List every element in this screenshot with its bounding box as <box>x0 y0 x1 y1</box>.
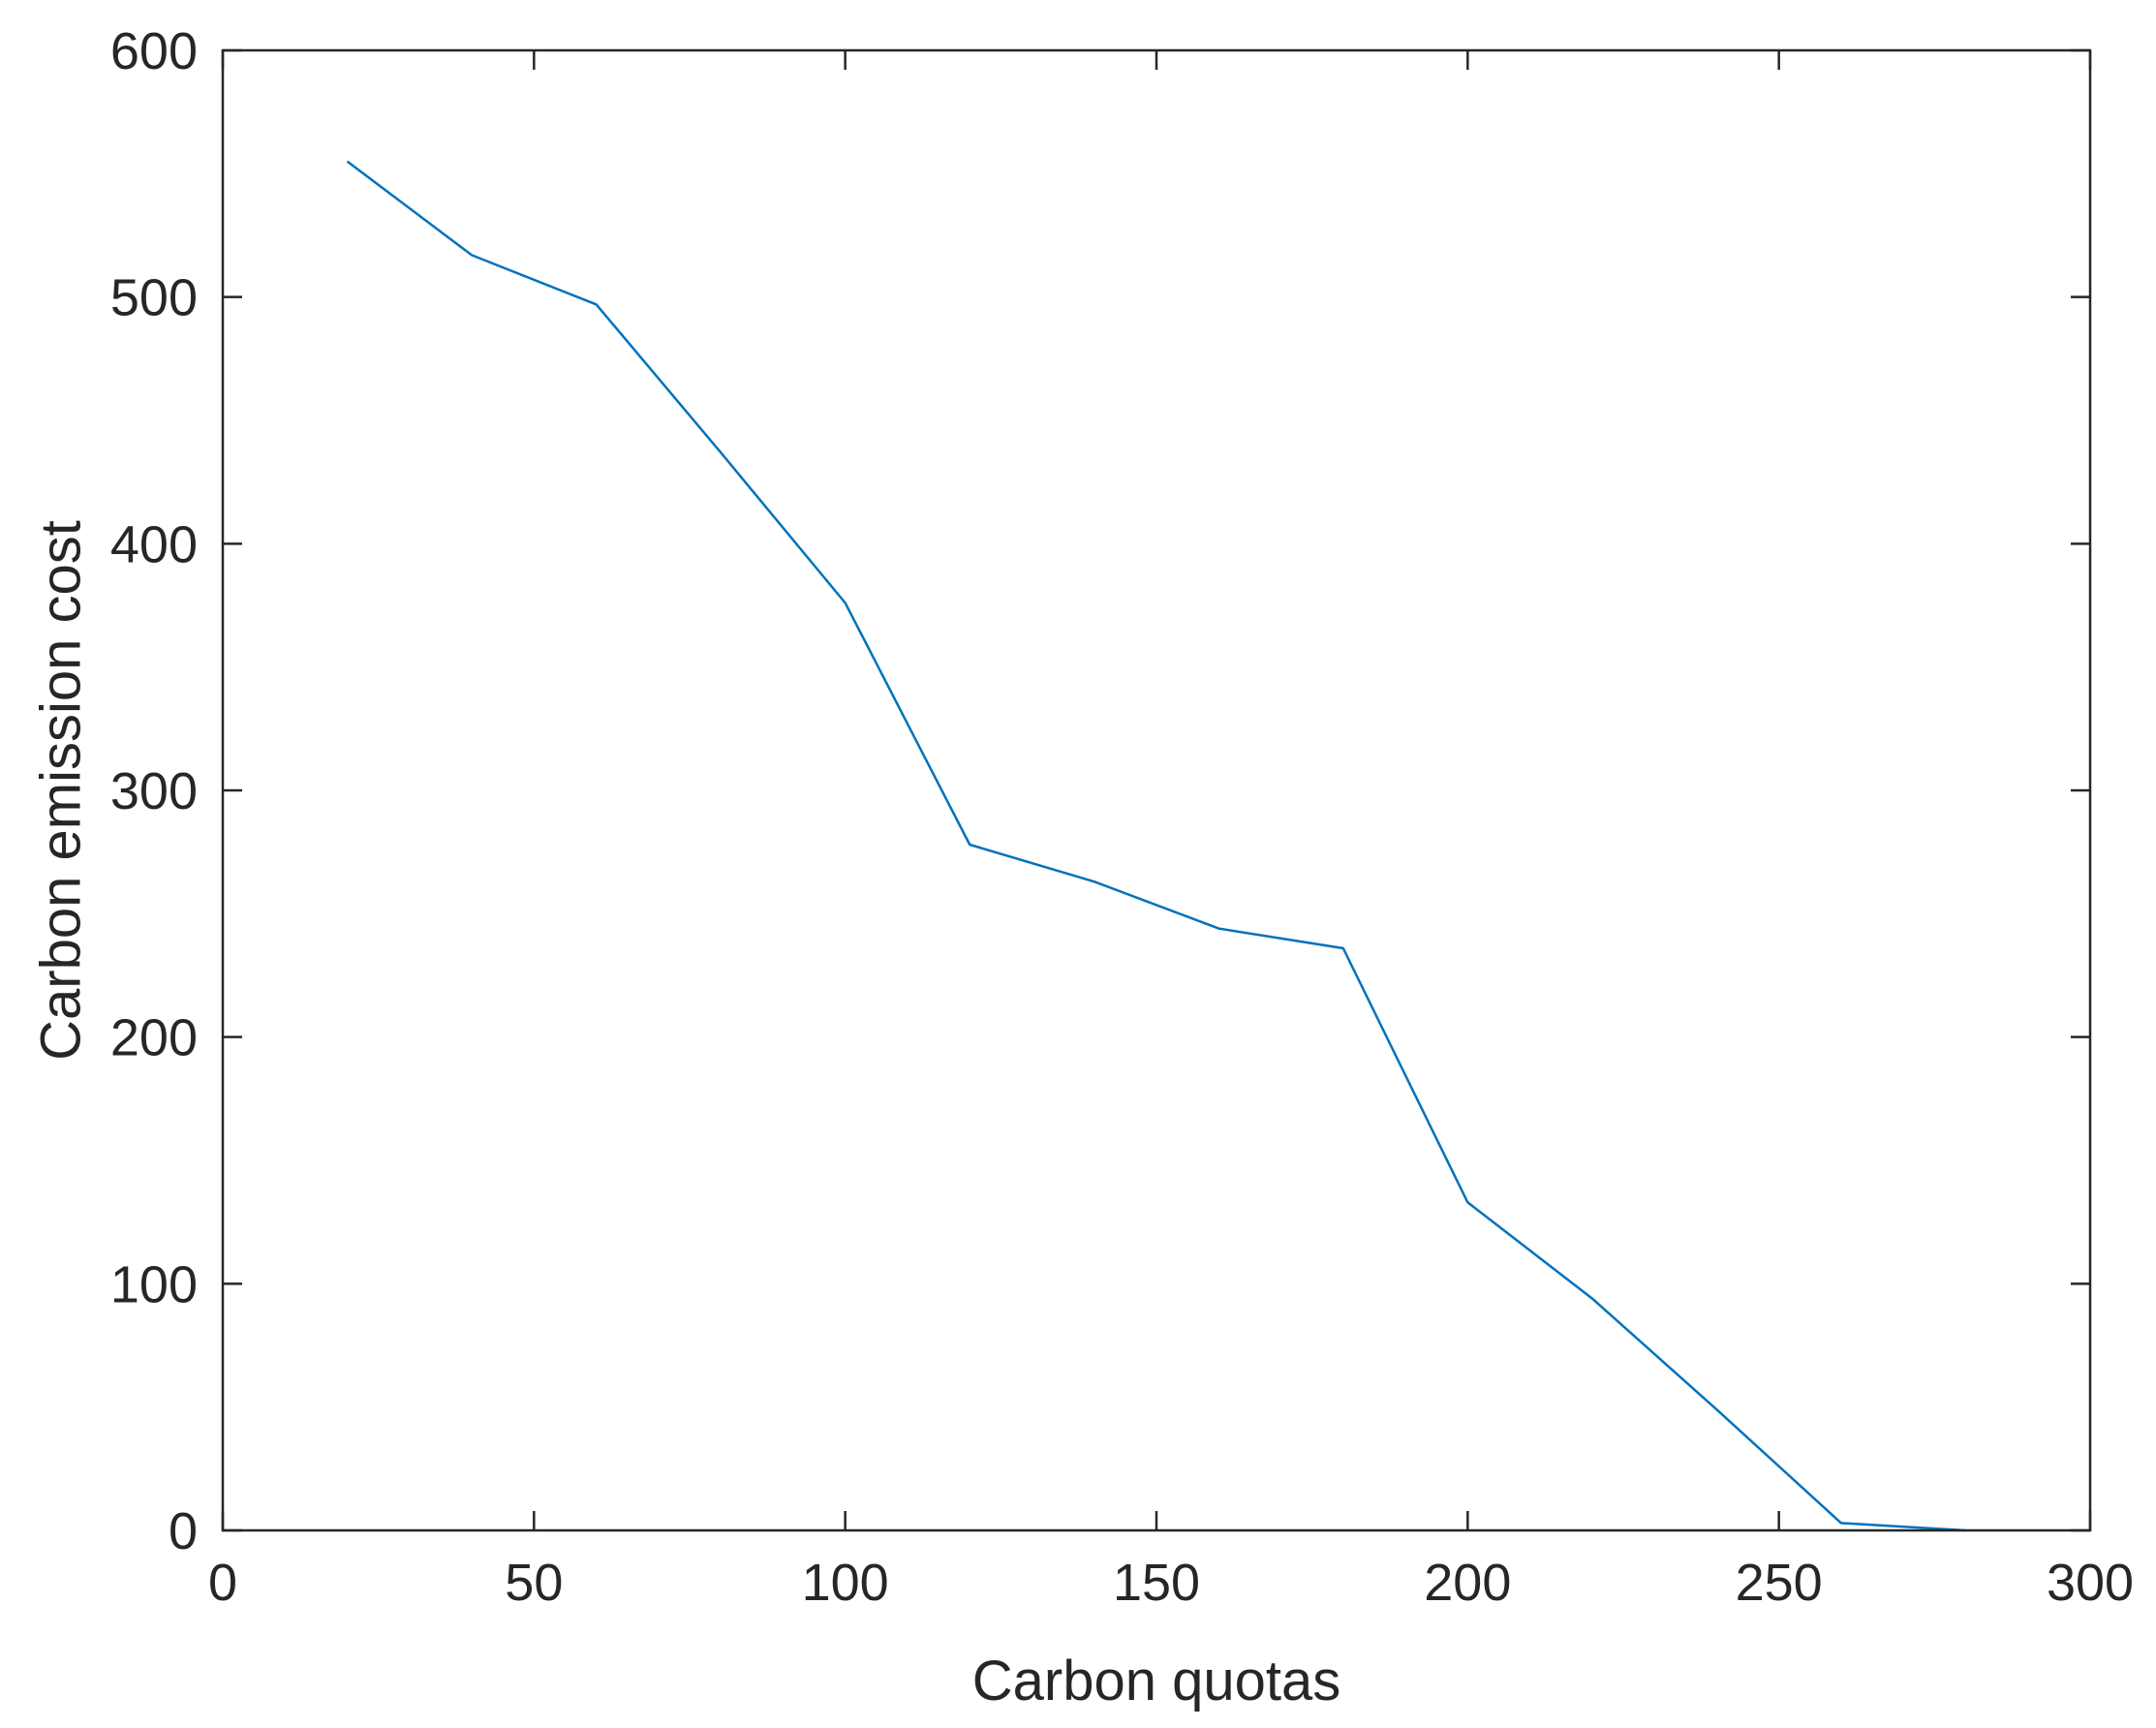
x-tick-label: 200 <box>1424 1554 1511 1612</box>
ticks-layer: 0 50 100 150 200 250 300 0 100 200 300 400 500 600 <box>110 22 2134 1612</box>
x-tick-label: 100 <box>802 1554 889 1612</box>
y-tick-label: 0 <box>169 1502 198 1560</box>
x-axis-label: Carbon quotas <box>972 1650 1340 1713</box>
y-tick-label: 600 <box>110 22 198 80</box>
y-tick-label: 300 <box>110 762 198 820</box>
x-tick-label: 150 <box>1113 1554 1200 1612</box>
axes-box <box>221 48 2092 1532</box>
x-tick-label: 0 <box>208 1554 237 1612</box>
y-axis-label: Carbon emission cost <box>29 520 92 1061</box>
series-layer <box>346 160 1966 1532</box>
x-tick-label: 50 <box>505 1554 563 1612</box>
x-tick-label: 250 <box>1736 1554 1823 1612</box>
y-tick-label: 400 <box>110 515 198 573</box>
y-tick-label: 200 <box>110 1009 198 1067</box>
labels-layer: Carbon quotas Carbon emission cost <box>29 520 1340 1713</box>
series-line <box>346 160 1966 1532</box>
y-tick-label: 500 <box>110 269 198 327</box>
y-tick-label: 100 <box>110 1255 198 1313</box>
x-tick-label: 300 <box>2047 1554 2134 1612</box>
